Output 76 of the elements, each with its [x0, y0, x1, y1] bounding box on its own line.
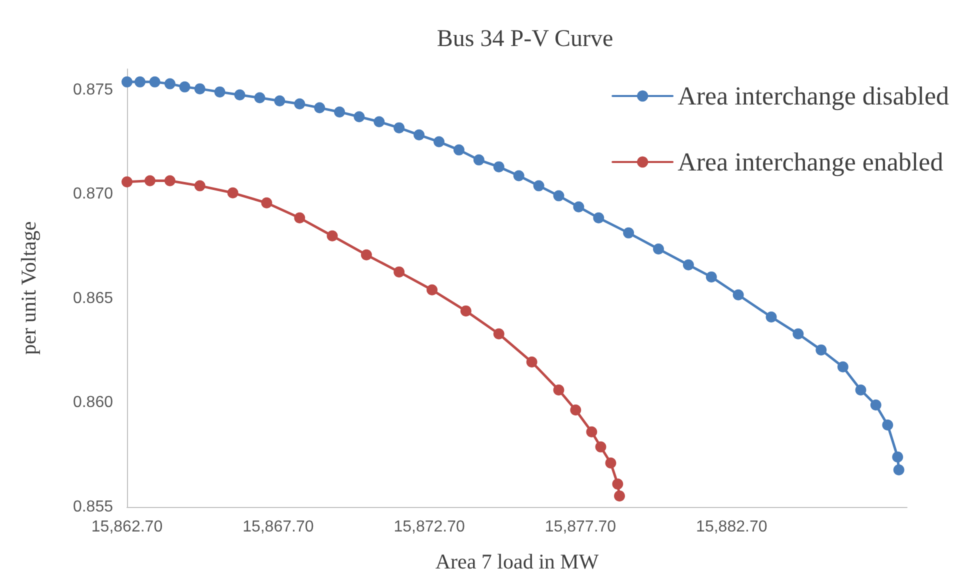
point: [294, 98, 306, 110]
x-tick-label: 15,872.70: [394, 518, 466, 536]
point: [837, 361, 848, 372]
chart-title: Bus 34 P-V Curve: [436, 26, 614, 52]
point: [614, 490, 625, 502]
point: [513, 170, 524, 182]
point: [612, 478, 624, 490]
x-tick-label: 15,882.70: [696, 518, 768, 536]
point: [653, 244, 664, 254]
point: [294, 212, 306, 224]
point: [586, 426, 598, 438]
point: [706, 271, 717, 282]
point: [314, 102, 326, 114]
point: [261, 197, 272, 208]
point: [732, 289, 744, 300]
point: [855, 384, 866, 396]
point: [573, 201, 584, 212]
point: [893, 464, 904, 476]
point: [227, 187, 238, 198]
point: [134, 76, 146, 88]
legend-label: Area interchange disabled: [678, 82, 950, 110]
point: [254, 92, 266, 104]
point: [816, 344, 827, 356]
point: [326, 230, 338, 242]
point: [360, 249, 372, 260]
point: [164, 175, 176, 186]
point: [870, 400, 882, 411]
point: [453, 144, 464, 156]
point: [623, 227, 634, 238]
point: [179, 81, 190, 92]
point: [374, 116, 385, 128]
legend-label: Area interchange enabled: [678, 148, 944, 176]
y-tick-label: 0.875: [72, 81, 114, 98]
point: [595, 441, 606, 452]
point: [553, 190, 564, 202]
y-tick-label: 0.865: [72, 290, 114, 307]
point: [426, 284, 438, 296]
point: [766, 311, 777, 322]
x-axis-title: Area 7 load in MW: [435, 550, 599, 574]
x-tick-label: 15,862.70: [91, 518, 163, 536]
point: [214, 86, 226, 98]
point: [493, 161, 504, 172]
point: [553, 384, 564, 396]
point: [334, 106, 346, 118]
point: [792, 328, 804, 340]
point: [394, 266, 405, 278]
point: [570, 404, 582, 416]
point: [234, 89, 246, 100]
point: [493, 328, 504, 340]
point: [460, 305, 472, 316]
point: [882, 420, 894, 431]
point: [473, 154, 484, 166]
point: [194, 180, 206, 192]
point: [414, 129, 425, 140]
y-tick-label: 0.860: [72, 394, 114, 412]
point: [434, 136, 444, 148]
point: [122, 176, 132, 188]
point: [892, 451, 904, 462]
point: [149, 76, 160, 88]
point: [194, 83, 206, 94]
y-axis-title: per unit Voltage: [16, 221, 40, 355]
point: [164, 78, 176, 90]
point: [533, 180, 544, 192]
y-tick-label: 0.855: [72, 498, 114, 516]
x-tick-label: 15,877.70: [544, 518, 616, 536]
point: [593, 212, 604, 224]
point: [354, 111, 365, 122]
point: [274, 95, 286, 106]
x-tick-label: 15,867.70: [242, 518, 314, 536]
point: [526, 356, 538, 368]
y-tick-label: 0.870: [72, 186, 114, 203]
point: [144, 175, 156, 186]
point: [682, 259, 694, 270]
point: [605, 457, 616, 468]
point: [394, 122, 405, 134]
point: [122, 76, 132, 88]
